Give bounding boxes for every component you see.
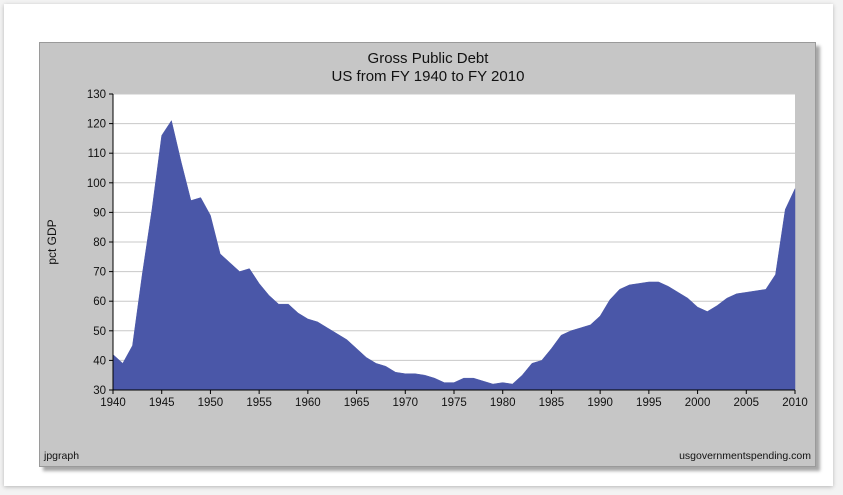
x-tick-label-1955: 1955 [246,397,272,409]
x-tick-label-2005: 2005 [733,397,759,409]
y-tick-label-90: 90 [93,207,106,219]
x-tick-label-1965: 1965 [344,397,370,409]
footer-right-credit: usgovernmentspending.com [679,450,811,462]
y-tick-label-120: 120 [87,119,106,131]
x-tick-label-1975: 1975 [441,397,467,409]
x-tick-label-1970: 1970 [392,397,418,409]
x-tick-label-2000: 2000 [685,397,711,409]
axis-ticks: 30 40 50 60 70 80 90 100 110 120 130 1940 1945 1950 19… [87,89,808,409]
y-tick-label-100: 100 [87,178,106,190]
y-tick-label-70: 70 [93,267,106,279]
area-series-path [112,120,796,391]
chart-svg: Gross Public Debt US from FY 1940 to FY … [43,50,811,462]
y-axis-label: pct GDP [45,219,59,264]
y-tick-label-130: 130 [87,89,106,101]
chart-subtitle: US from FY 1940 to FY 2010 [332,68,525,85]
y-tick-label-110: 110 [88,148,106,160]
x-tick-label-1990: 1990 [587,397,613,409]
x-tick-label-1945: 1945 [149,397,175,409]
chart-card: Gross Public Debt US from FY 1940 to FY … [4,4,833,486]
chart-title: Gross Public Debt [368,50,490,67]
y-tick-label-50: 50 [93,326,106,338]
x-tick-label-1940: 1940 [100,397,126,409]
y-tick-label-60: 60 [93,296,106,308]
x-tick-label-1960: 1960 [295,397,321,409]
y-tick-label-30: 30 [93,385,106,397]
footer-left-credit: jpgraph [43,450,79,462]
x-tick-label-1980: 1980 [490,397,516,409]
area-series [112,120,796,391]
y-tick-label-40: 40 [93,355,106,367]
x-tick-label-1995: 1995 [636,397,662,409]
y-tick-label-80: 80 [93,237,106,249]
x-tick-label-1950: 1950 [198,397,224,409]
x-tick-label-1985: 1985 [539,397,565,409]
x-tick-label-2010: 2010 [782,397,808,409]
chart-frame: Gross Public Debt US from FY 1940 to FY … [39,42,816,467]
